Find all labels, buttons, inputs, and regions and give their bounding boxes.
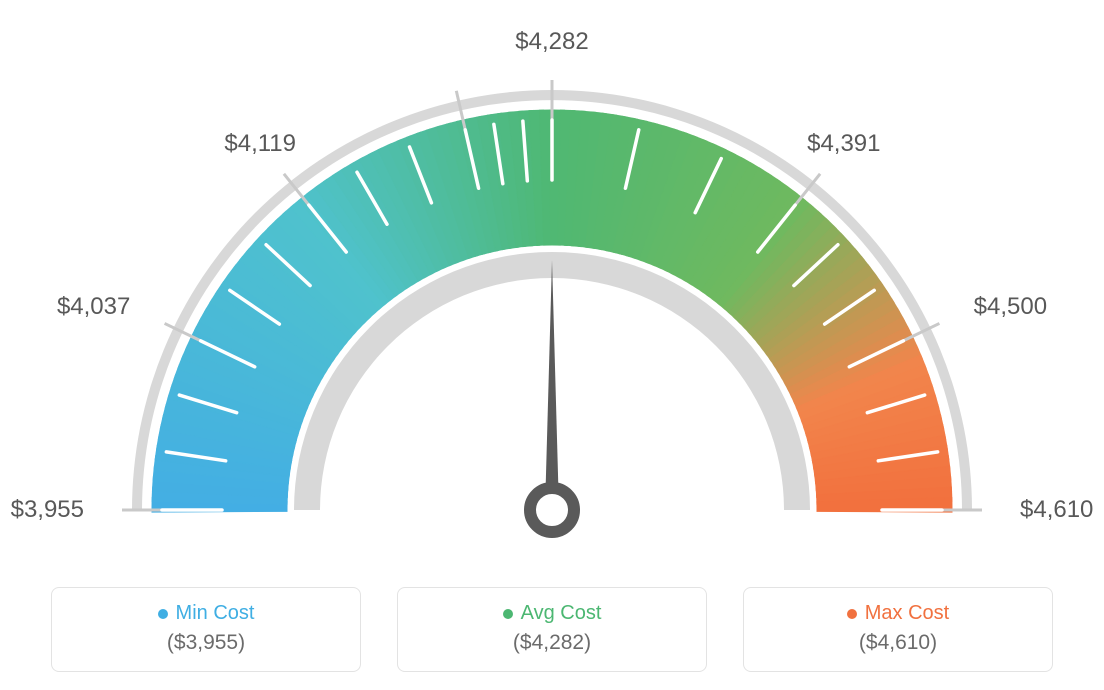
tick-label: $4,610 [1020,496,1093,524]
legend-label-max: Max Cost [744,602,1052,625]
gauge-chart-container: $3,955 $4,037 $4,119 $4,282 $4,391 $4,500 $4,6… [0,0,1104,690]
tick-label: $4,500 [974,293,1047,321]
gauge-svg [0,0,1104,580]
dot-icon [503,609,513,619]
legend-label-text: Avg Cost [521,602,602,624]
legend-label-avg: Avg Cost [398,602,706,625]
dot-icon [847,609,857,619]
tick-label: $4,037 [57,293,130,321]
legend-value-avg: ($4,282) [398,631,706,655]
tick-label: $3,955 [11,496,84,524]
legend-value-min: ($3,955) [52,631,360,655]
legend-card-max: Max Cost ($4,610) [743,587,1053,672]
tick-label: $4,282 [515,28,588,56]
legend-label-min: Min Cost [52,602,360,625]
legend-label-text: Min Cost [176,602,255,624]
gauge-area: $3,955 $4,037 $4,119 $4,282 $4,391 $4,500 $4,6… [0,0,1104,580]
dot-icon [158,609,168,619]
legend-card-avg: Avg Cost ($4,282) [397,587,707,672]
legend-value-max: ($4,610) [744,631,1052,655]
legend-row: Min Cost ($3,955) Avg Cost ($4,282) Max … [0,587,1104,672]
legend-label-text: Max Cost [865,602,949,624]
tick-label: $4,391 [807,130,880,158]
legend-card-min: Min Cost ($3,955) [51,587,361,672]
tick-label: $4,119 [224,130,296,158]
